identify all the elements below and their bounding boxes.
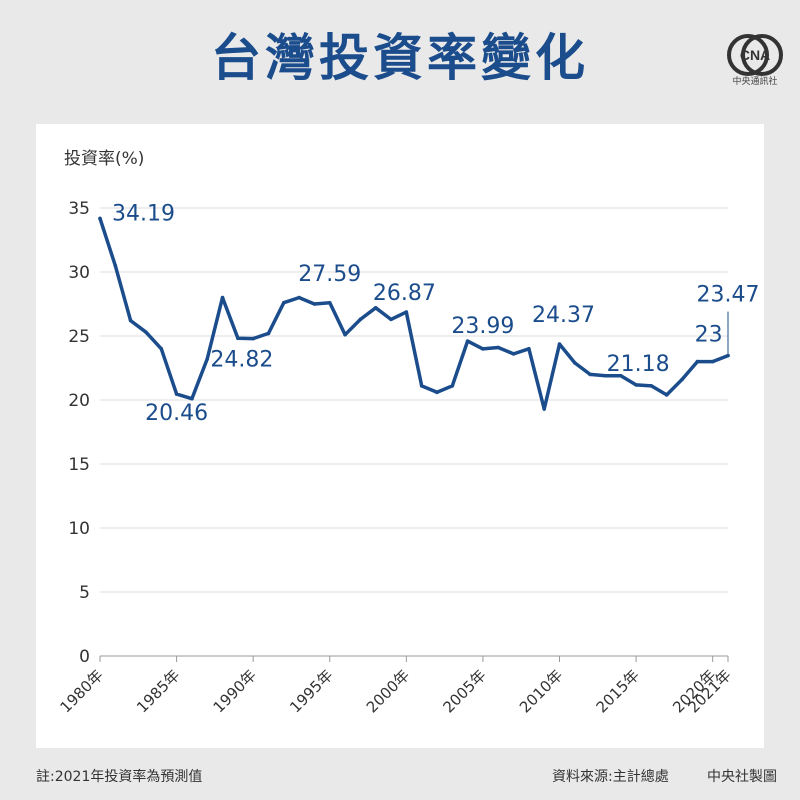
data-point <box>634 383 638 387</box>
y-axis-label: 投資率(%) <box>64 149 144 169</box>
data-point <box>297 295 301 300</box>
cna-logo-name: 中央通訊社 <box>732 77 778 87</box>
y-tick-label: 35 <box>68 199 90 219</box>
data-label: 24.82 <box>210 347 273 372</box>
data-point <box>419 384 424 388</box>
data-label: 23 <box>695 323 723 348</box>
data-point <box>389 317 393 322</box>
data-point <box>266 331 271 336</box>
footnote: 註:2021年投資率為預測值 <box>36 769 203 785</box>
y-tick-label: 30 <box>68 263 90 283</box>
cna-logo-text: CNA <box>740 47 770 63</box>
data-point <box>465 339 470 343</box>
data-label: 34.19 <box>112 201 175 226</box>
x-tick-label: 1980年 <box>56 666 106 716</box>
data-label: 21.18 <box>607 352 670 377</box>
data-point <box>496 345 501 350</box>
data-point <box>542 407 546 411</box>
data-point <box>527 347 531 351</box>
data-point <box>282 300 286 305</box>
data-point <box>588 372 592 377</box>
data-point <box>128 318 133 323</box>
data-point <box>236 336 240 341</box>
y-tick-label: 15 <box>68 455 90 475</box>
x-tick-label: 1990年 <box>210 666 260 716</box>
cna-logo-icon: CNA <box>727 34 783 76</box>
x-tick-label: 1985年 <box>133 666 183 716</box>
data-point <box>710 359 715 364</box>
y-tick-label: 25 <box>68 327 90 347</box>
data-point <box>404 310 409 314</box>
credit-text: 中央社製圖 <box>707 769 777 785</box>
x-tick-label: 2015年 <box>593 666 643 716</box>
data-label: 20.46 <box>145 401 208 426</box>
data-label: 23.99 <box>451 314 514 339</box>
data-point <box>327 301 332 305</box>
data-point <box>144 330 148 334</box>
data-point <box>190 396 194 401</box>
data-label: 26.87 <box>373 281 436 306</box>
data-point <box>664 393 669 397</box>
y-tick-label: 0 <box>79 647 90 667</box>
data-point <box>726 353 730 358</box>
data-point <box>358 317 363 322</box>
data-point <box>435 390 439 395</box>
y-tick-label: 5 <box>79 583 90 603</box>
data-point <box>511 352 516 356</box>
data-point <box>343 332 347 337</box>
data-point <box>481 347 485 351</box>
page-title: 台灣投資率變化 <box>211 29 589 87</box>
x-tick-label: 2000年 <box>363 666 413 716</box>
data-point <box>205 357 210 361</box>
data-point <box>312 302 317 306</box>
data-point <box>695 359 700 364</box>
x-tick-label: 1995年 <box>286 666 336 716</box>
x-tick-label: 2005年 <box>439 666 489 716</box>
data-point <box>680 377 684 382</box>
data-point <box>573 361 577 365</box>
y-tick-label: 20 <box>68 391 90 411</box>
data-point <box>450 384 455 388</box>
data-point <box>113 263 118 268</box>
investment-rate-chart: 投資率(%) 0 5 10 15 20 25 30 35 1980年 1985年 1990年 199… <box>56 149 760 716</box>
data-point <box>220 295 225 300</box>
y-tick-label: 10 <box>68 519 90 539</box>
data-point <box>603 373 608 378</box>
data-point <box>649 384 654 388</box>
data-point <box>557 342 562 346</box>
data-point <box>98 216 102 221</box>
series-line-0 <box>98 216 730 411</box>
chart-card: 投資率(%) 0 5 10 15 20 25 30 35 1980年 1985年 1990年 199… <box>36 124 764 748</box>
data-point <box>251 336 255 341</box>
data-point <box>618 373 623 378</box>
source-text: 資料來源:主計總處 <box>552 769 669 785</box>
data-label: 24.37 <box>532 303 595 328</box>
data-point <box>174 392 179 396</box>
data-point <box>373 306 378 310</box>
data-label: 23.47 <box>697 283 760 308</box>
data-point <box>159 347 164 351</box>
data-label: 27.59 <box>298 262 361 287</box>
x-tick-label: 2010年 <box>516 666 566 716</box>
